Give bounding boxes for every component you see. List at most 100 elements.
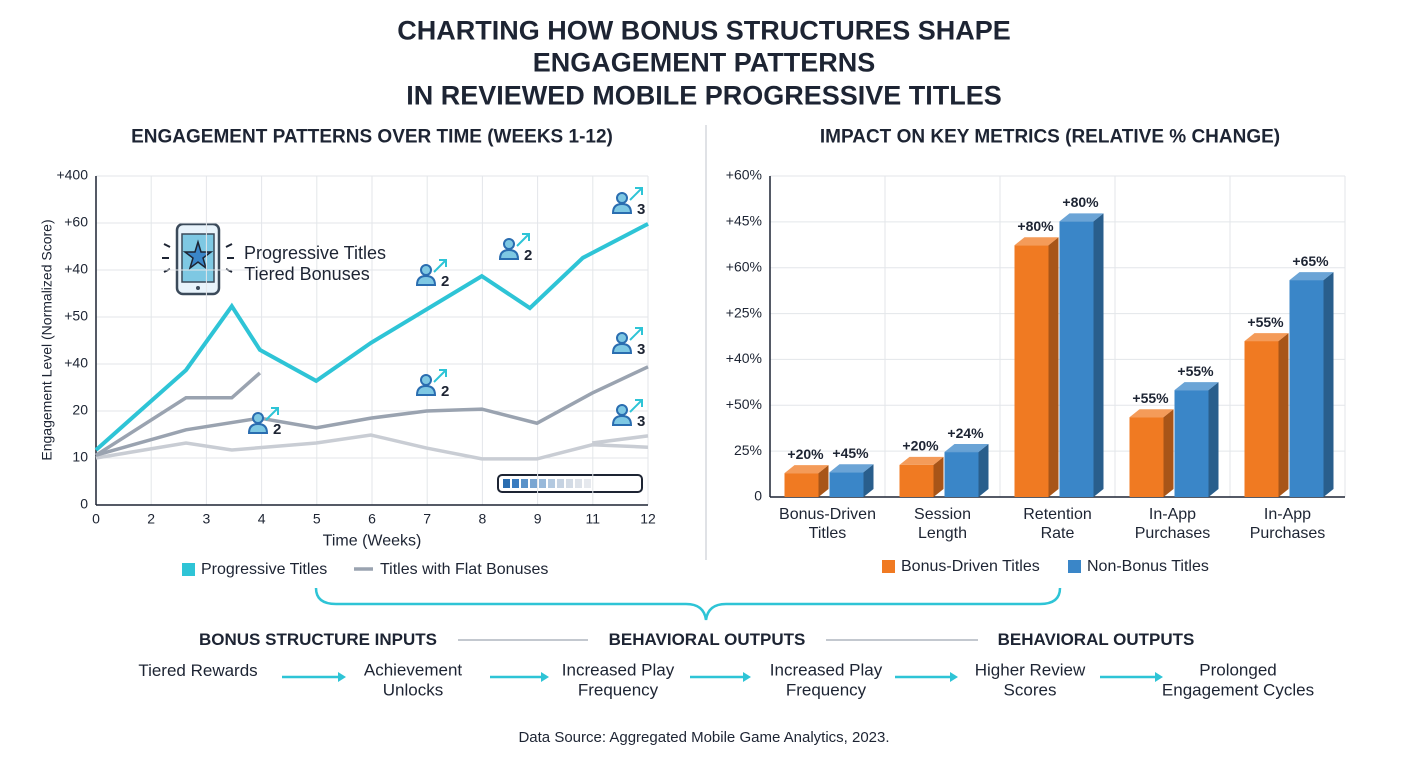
bar-top xyxy=(899,456,944,465)
flow-heading: BEHAVIORAL OUTPUTS xyxy=(997,629,1195,649)
y-tick-label: +60 xyxy=(64,214,88,230)
bar-top xyxy=(1059,213,1104,222)
bar-side xyxy=(978,444,989,497)
y-tick-label: +40% xyxy=(726,350,762,366)
bar-top xyxy=(784,465,829,474)
chart-title: IMPACT ON KEY METRICS (RELATIVE % CHANGE… xyxy=(819,126,1281,148)
bar-side xyxy=(1278,333,1289,497)
y-tick-label: +60% xyxy=(726,258,762,274)
y-tick-label: 20 xyxy=(72,402,88,418)
line-series xyxy=(591,434,649,445)
flow-heading: BONUS STRUCTURE INPUTS xyxy=(198,629,438,649)
value-label: +24% xyxy=(947,425,984,441)
x-tick-label: 3 xyxy=(203,511,211,527)
y-tick-label: +40 xyxy=(64,355,88,371)
y-tick-label: +25% xyxy=(726,304,762,320)
annotation: 2 xyxy=(524,247,532,264)
value-label: +20% xyxy=(787,446,824,462)
icon-head xyxy=(420,374,432,386)
user-icon xyxy=(415,369,447,396)
flow-step: Increased Play Frequency xyxy=(561,660,675,700)
value-label: +20% xyxy=(902,438,939,454)
line-series xyxy=(95,365,649,457)
legend-label: Bonus-Driven Titles xyxy=(901,558,1040,575)
icon-arrow xyxy=(629,327,643,341)
legend-swatch xyxy=(1068,560,1081,573)
user-icon xyxy=(611,327,643,354)
bar xyxy=(1059,221,1094,498)
bar xyxy=(1244,341,1279,497)
page-title: CHARTING HOW BONUS STRUCTURES SHAPE ENGA… xyxy=(397,15,1011,111)
y-axis-label: Engagement Level (Normalized Score) xyxy=(38,219,55,461)
user-icon xyxy=(611,187,643,214)
line-series xyxy=(95,433,649,461)
bar xyxy=(1289,280,1324,497)
flow-step: Higher Review Scores xyxy=(974,660,1086,700)
x-tick-label: 5 xyxy=(313,511,321,527)
source-note: Data Source: Aggregated Mobile Game Anal… xyxy=(518,729,890,746)
bar-side xyxy=(1208,382,1219,497)
icon-body xyxy=(611,414,633,426)
annotation: 3 xyxy=(637,341,645,358)
user-icon xyxy=(611,399,643,426)
bar-top xyxy=(1014,237,1059,246)
user-icon xyxy=(498,233,530,260)
bar xyxy=(784,473,819,497)
x-tick-label: 0 xyxy=(92,511,100,527)
icon-body xyxy=(611,202,633,214)
flow-step: Prolonged Engagement Cycles xyxy=(1161,660,1315,700)
annotation: 2 xyxy=(441,383,449,400)
progress-slider xyxy=(497,474,643,493)
annotation: 2 xyxy=(441,273,449,290)
flow-heading: BEHAVIORAL OUTPUTS xyxy=(608,629,806,649)
legend-swatch xyxy=(882,560,895,573)
bar xyxy=(944,452,979,497)
y-tick-label: +50 xyxy=(64,308,88,324)
icon-body xyxy=(498,248,520,260)
bar-top xyxy=(1174,382,1219,391)
bar-side xyxy=(1323,272,1334,497)
icon-arrow xyxy=(433,369,447,383)
bar-side xyxy=(1048,237,1059,497)
x-tick-label: 7 xyxy=(423,511,431,527)
chart-title: ENGAGEMENT PATTERNS OVER TIME (WEEKS 1-1… xyxy=(131,126,613,148)
icon-head xyxy=(616,192,628,204)
legend-label: Titles with Flat Bonuses xyxy=(380,561,548,578)
annotation: 3 xyxy=(637,413,645,430)
flow-step: Increased Play Frequency xyxy=(769,660,883,700)
line-series xyxy=(94,222,649,452)
icon-body xyxy=(415,274,437,286)
x-axis-label: Time (Weeks) xyxy=(322,532,422,550)
bar xyxy=(1129,417,1164,497)
bar-side xyxy=(1093,213,1104,498)
bar-top xyxy=(1129,409,1174,418)
bar xyxy=(1014,245,1049,497)
icon-body xyxy=(247,422,269,434)
annotation: 2 xyxy=(273,421,281,438)
value-label: +65% xyxy=(1292,253,1329,269)
legend-swatch xyxy=(182,563,195,576)
y-tick-label: 0 xyxy=(754,488,762,504)
flow-arrows xyxy=(282,672,1163,682)
bar-side xyxy=(818,465,829,497)
flow-step: Achievement Unlocks xyxy=(363,660,463,700)
y-tick-label: 0 xyxy=(80,496,88,512)
bar-top xyxy=(944,444,989,453)
icon-head xyxy=(252,412,264,424)
icon-arrow xyxy=(629,187,643,201)
x-tick-label: In-App Purchases xyxy=(1134,505,1211,542)
y-tick-label: +400 xyxy=(56,167,88,183)
icon-body xyxy=(611,342,633,354)
user-icon xyxy=(415,259,447,286)
bar xyxy=(829,472,864,497)
line-series xyxy=(95,371,262,457)
icon-head xyxy=(616,404,628,416)
icon-head xyxy=(503,238,515,250)
bar-side xyxy=(863,464,874,497)
y-tick-label: +40 xyxy=(64,261,88,277)
y-tick-label: 25% xyxy=(734,442,762,458)
icon-body xyxy=(415,384,437,396)
x-tick-label: Bonus-Driven Titles xyxy=(779,505,876,542)
